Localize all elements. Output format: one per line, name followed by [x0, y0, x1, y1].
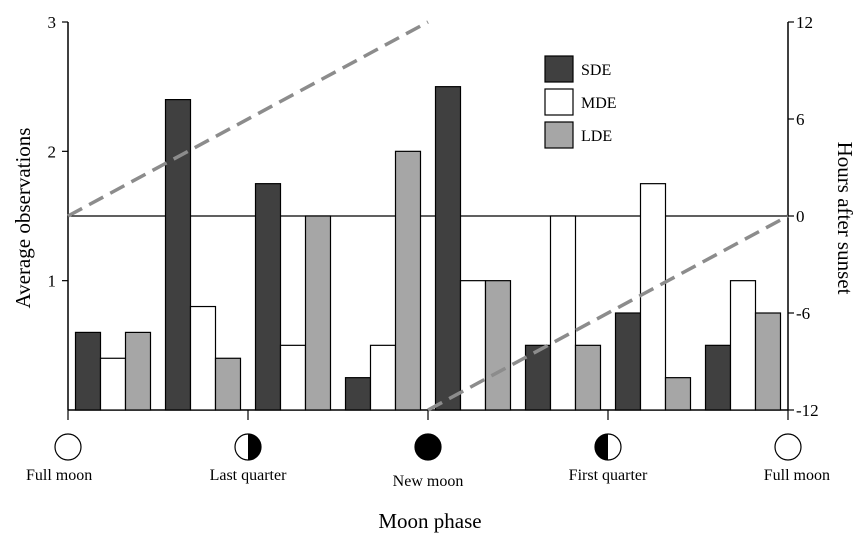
full-moon-icon [54, 433, 82, 461]
moon-disk [414, 433, 442, 461]
bar-lde [124, 331, 152, 411]
bar-sde [74, 331, 102, 411]
y2-tick-label: 12 [796, 13, 813, 32]
moon-shadow [595, 434, 608, 460]
new-moon-icon [414, 433, 442, 461]
y2-tick-label: -6 [796, 304, 810, 323]
legend-swatch-lde [544, 121, 574, 149]
bar-mde [99, 357, 127, 411]
legend-label-sde: SDE [581, 62, 611, 79]
bar-lde [394, 150, 422, 411]
bar-sde [434, 86, 462, 411]
bar-sde [164, 98, 192, 411]
bar-lde [304, 215, 332, 411]
phase-label: New moon [393, 473, 464, 490]
y-tick-label: 3 [48, 13, 57, 32]
bar-mde [549, 215, 577, 411]
phase-label: Full moon [26, 467, 92, 484]
y2-tick-label: 6 [796, 110, 805, 129]
x-axis-title: Moon phase [378, 509, 481, 533]
bar-mde [279, 344, 307, 411]
last-quarter-moon-icon [234, 433, 262, 461]
bar-mde [459, 280, 487, 411]
moon-disk [54, 433, 82, 461]
y-axis-title: Average observations [11, 128, 35, 309]
bar-sde [614, 312, 642, 411]
phase-label: Last quarter [210, 467, 288, 484]
moonrise-trend-line [427, 214, 789, 412]
moon-shadow [248, 434, 261, 460]
bar-lde [754, 312, 782, 411]
bar-mde [369, 344, 397, 411]
y2-tick-label: -12 [796, 401, 819, 420]
legend-label-lde: LDE [581, 128, 612, 145]
bar-mde [639, 183, 667, 411]
bar-sde [344, 377, 372, 411]
bar-sde [254, 183, 282, 411]
moon-disk [774, 433, 802, 461]
bar-lde [214, 357, 242, 411]
full-moon-icon [774, 433, 802, 461]
y-tick-label: 2 [48, 142, 57, 161]
bar-lde [574, 344, 602, 411]
bar-lde [484, 280, 512, 411]
legend-swatch-mde [544, 88, 574, 116]
bar-mde [189, 305, 217, 411]
y-tick-label: 1 [48, 272, 57, 291]
legend-swatch-sde [544, 55, 574, 83]
first-quarter-moon-icon [594, 433, 622, 461]
y2-tick-label: 0 [796, 207, 805, 226]
bar-sde [704, 344, 732, 411]
phase-label: Full moon [764, 467, 830, 484]
y2-axis-title: Hours after sunset [833, 142, 857, 295]
bar-lde [664, 377, 692, 411]
legend-label-mde: MDE [581, 95, 617, 112]
bar-mde [729, 280, 757, 411]
moonrise-trend-line [67, 20, 429, 218]
phase-label: First quarter [569, 467, 648, 484]
legend: SDE MDE LDE [544, 55, 617, 149]
bar-sde [524, 344, 552, 411]
